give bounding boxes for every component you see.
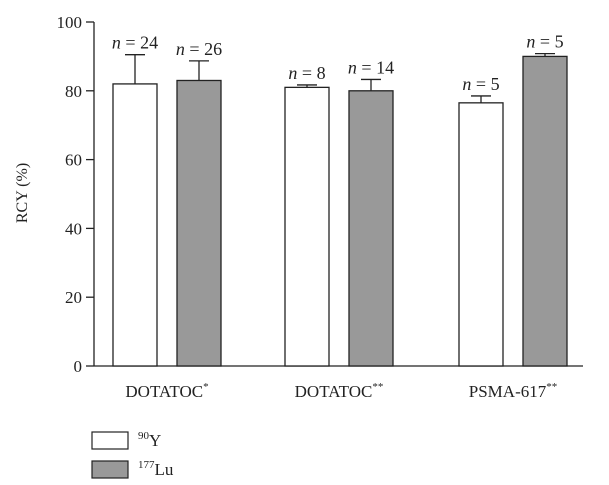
bar [112,83,158,367]
y-tick-label: 80 [65,82,82,101]
bar [458,102,504,367]
bar-n-label: n = 14 [348,57,394,77]
bar-n-label: n = 24 [112,33,158,53]
bar-n-label: n = 5 [526,32,563,52]
y-tick-label: 100 [57,13,83,32]
legend-label: 90Y [138,430,161,450]
x-tick-label: DOTATOC** [295,381,384,401]
y-tick-label: 40 [65,219,82,238]
y-axis: 0 20 40 60 80 100 [57,13,95,376]
y-axis-title: RCY (%) [14,163,31,223]
x-tick-label: DOTATOC* [125,381,208,401]
y-tick-label: 0 [74,357,83,376]
bar [284,86,330,367]
legend: 90Y 177Lu [91,430,174,479]
bar-n-label: n = 8 [288,63,325,83]
legend-swatch [91,460,129,479]
category-labels: DOTATOC* DOTATOC** PSMA-617** [125,381,557,401]
bar-n-label: n = 5 [462,74,499,94]
legend-swatch [91,431,129,450]
bar [176,79,222,367]
bar-n-label: n = 26 [176,39,222,59]
bars-group: n = 24 n = 8 n = 5 n = 26 n = 14 n = 5 [112,32,568,367]
y-tick-label: 60 [65,151,82,170]
y-tick-label: 20 [65,288,82,307]
bar [348,90,394,367]
x-tick-label: PSMA-617** [469,381,557,401]
legend-label: 177Lu [138,459,174,479]
bar [522,55,568,367]
